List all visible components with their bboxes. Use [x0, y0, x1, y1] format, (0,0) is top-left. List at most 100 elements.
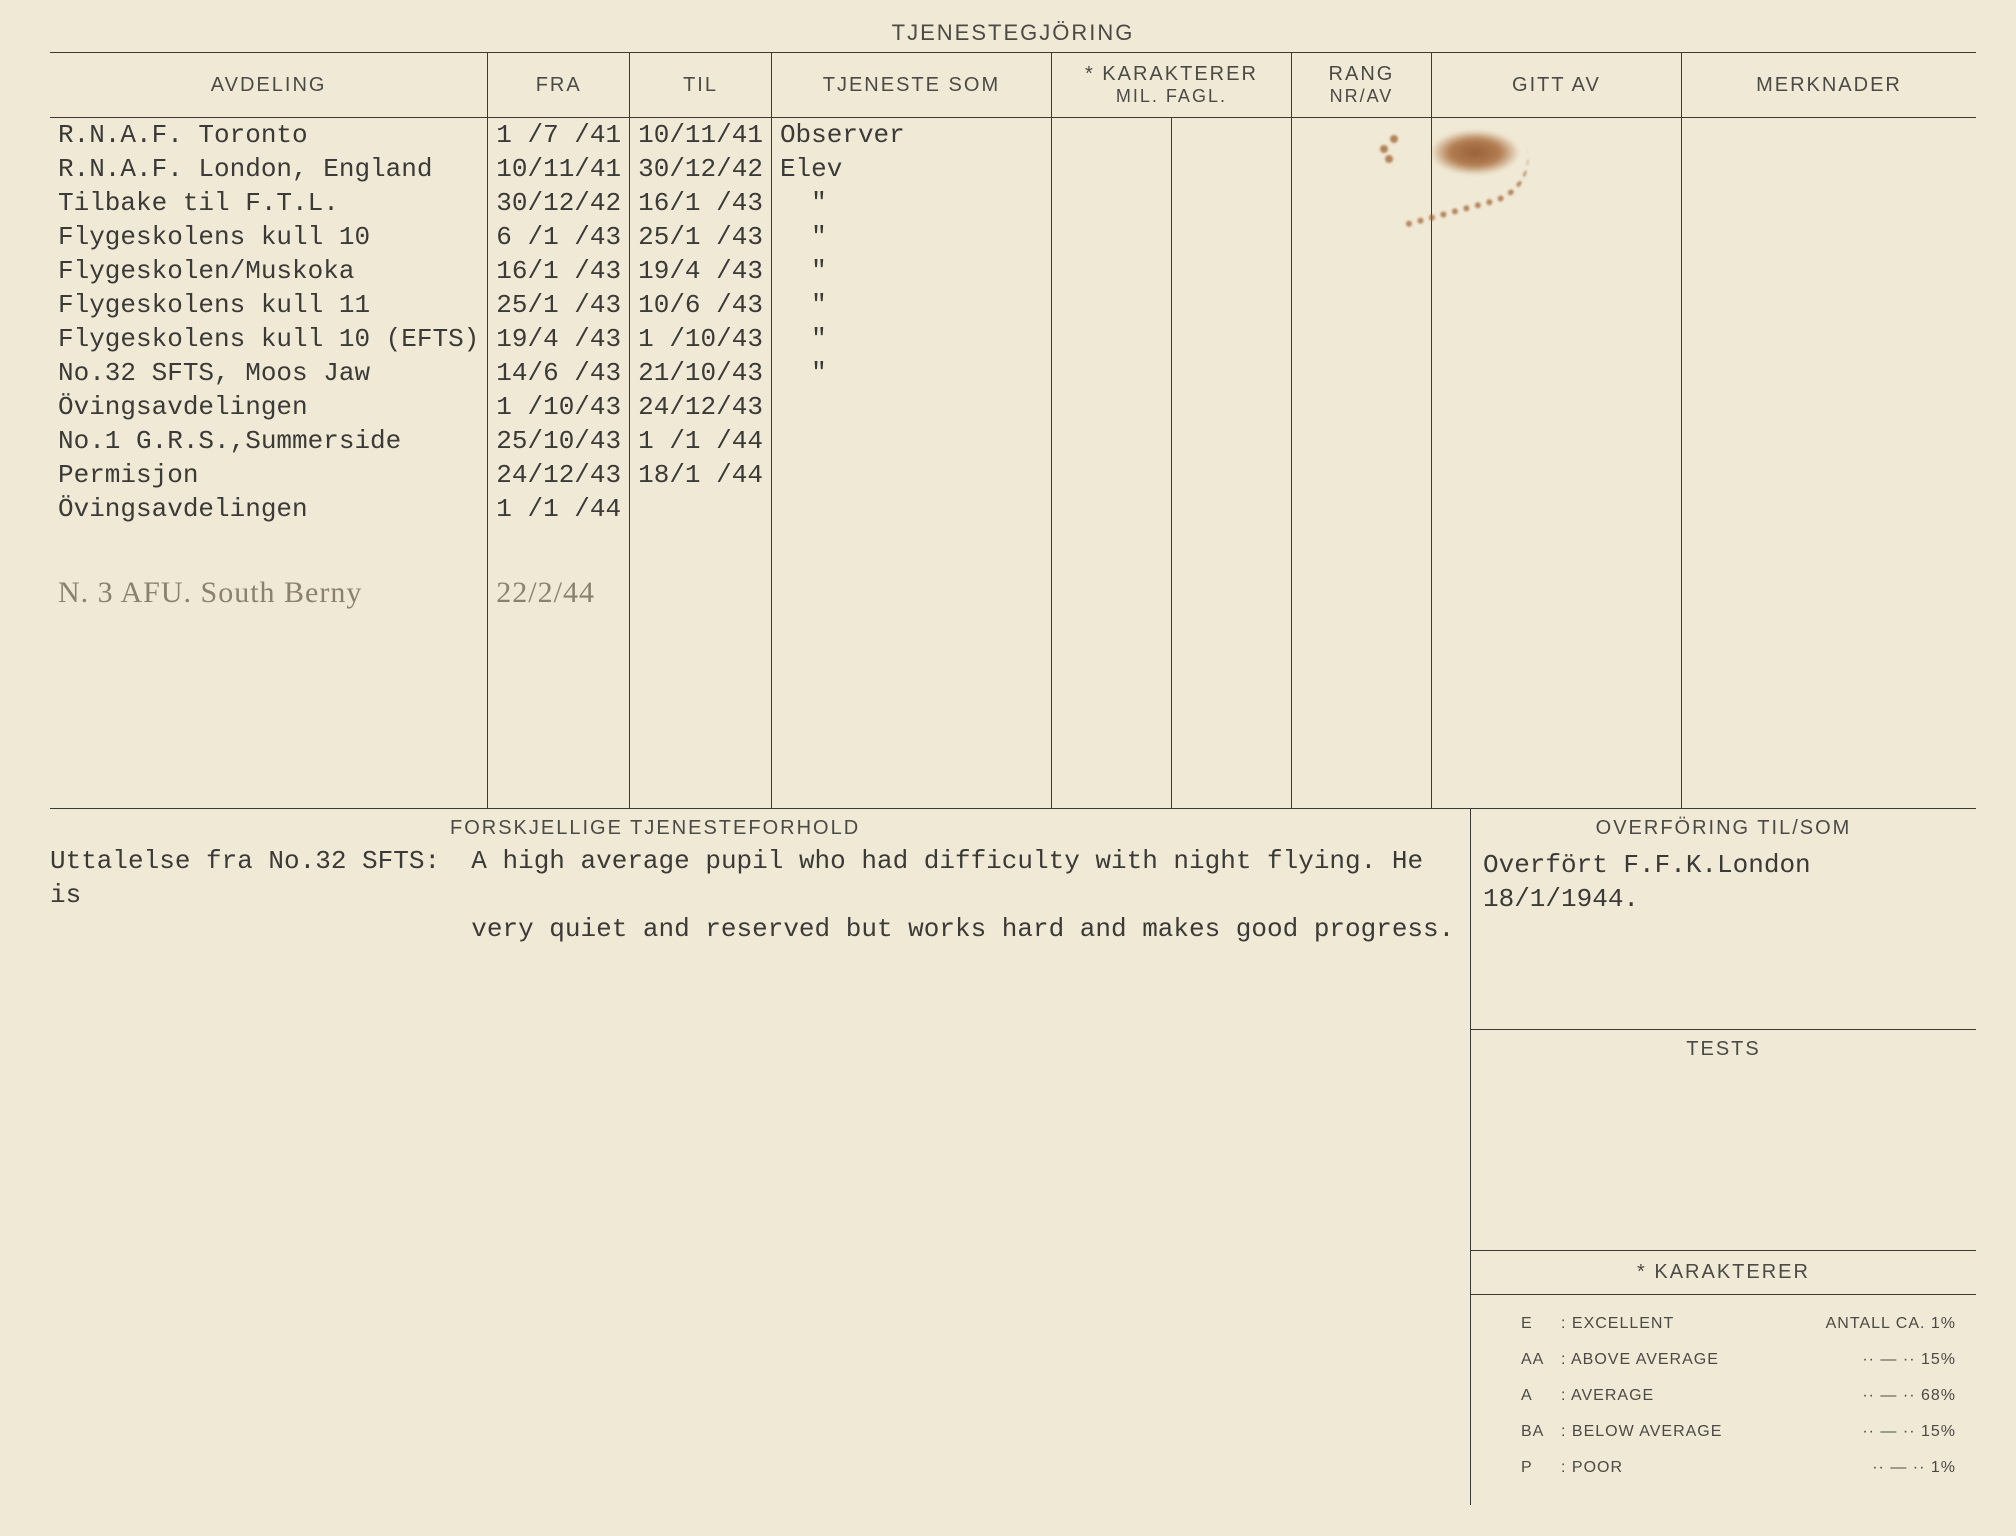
row-til: 10/11/41 [638, 118, 763, 152]
tests-section: TESTS [1471, 1030, 1976, 1251]
legend-pct: ·· — ·· 15% [1806, 1423, 1956, 1441]
row-fra: 25/1 /43 [496, 288, 621, 322]
service-table: AVDELING FRA TIL TJENESTE SOM * KARAKTER… [50, 52, 1976, 808]
row-fra: 1 /1 /44 [496, 492, 621, 526]
legend-desc: : BELOW AVERAGE [1561, 1423, 1806, 1441]
legend-code: E [1521, 1315, 1561, 1333]
col-fra: FRA [488, 53, 630, 118]
row-til: 24/12/43 [638, 390, 763, 424]
cell-tjeneste: ObserverElev " " " " " " [771, 118, 1051, 809]
row-avdeling: Tilbake til F.T.L. [58, 186, 479, 220]
row-avdeling: Flygeskolens kull 10 [58, 220, 479, 254]
row-fra: 19/4 /43 [496, 322, 621, 356]
row-avdeling: Övingsavdelingen [58, 492, 479, 526]
cell-fra: 1 /7 /4110/11/4130/12/426 /1 /4316/1 /43… [488, 118, 630, 809]
cell-rang [1291, 118, 1431, 809]
row-avdeling: Flygeskolens kull 11 [58, 288, 479, 322]
col-karakterer-sub: MIL. FAGL. [1058, 86, 1285, 107]
row-tjeneste: " [780, 288, 1043, 322]
col-merknader: MERKNADER [1681, 53, 1976, 118]
tests-heading: TESTS [1471, 1030, 1976, 1065]
cell-gitt [1431, 118, 1681, 809]
row-tjeneste: " [780, 356, 1043, 390]
service-record-card: TJENESTEGJÖRING AVDELING FRA TIL TJENEST… [0, 0, 2016, 1536]
col-gitt: GITT AV [1431, 53, 1681, 118]
forskjellige-section: FORSKJELLIGE TJENESTEFORHOLD Uttalelse f… [50, 809, 1470, 1505]
legend-pct: ·· — ·· 68% [1806, 1387, 1956, 1405]
karakterer-legend: E: EXCELLENTANTALL CA. 1% AA: ABOVE AVERA… [1471, 1295, 1976, 1505]
row-fra: 24/12/43 [496, 458, 621, 492]
cell-fagl [1171, 118, 1291, 809]
row-tjeneste: " [780, 220, 1043, 254]
legend-row: A: AVERAGE·· — ·· 68% [1521, 1387, 1956, 1405]
row-avdeling: Flygeskolens kull 10 (EFTS) [58, 322, 479, 356]
col-karakterer-top: * KARAKTERER [1085, 63, 1258, 85]
legend-desc: : POOR [1561, 1459, 1806, 1477]
col-tjeneste: TJENESTE SOM [771, 53, 1051, 118]
document-title: TJENESTEGJÖRING [50, 20, 1976, 46]
legend-code: P [1521, 1459, 1561, 1477]
row-til: 10/6 /43 [638, 288, 763, 322]
legend-pct: ·· — ·· 15% [1806, 1351, 1956, 1369]
legend-code: AA [1521, 1351, 1561, 1369]
legend-desc: : EXCELLENT [1561, 1315, 1806, 1333]
row-til: 18/1 /44 [638, 458, 763, 492]
row-fra: 10/11/41 [496, 152, 621, 186]
uttalelse-label: Uttalelse fra No.32 SFTS: [50, 846, 440, 876]
row-avdeling: No.1 G.R.S.,Summerside [58, 424, 479, 458]
row-til: 1 /10/43 [638, 322, 763, 356]
legend-row: BA: BELOW AVERAGE·· — ·· 15% [1521, 1423, 1956, 1441]
row-til: 16/1 /43 [638, 186, 763, 220]
row-fra: 1 /10/43 [496, 390, 621, 424]
karakterer-heading: * KARAKTERER [1471, 1251, 1976, 1295]
overforing-heading: OVERFÖRING TIL/SOM [1471, 809, 1976, 844]
legend-code: BA [1521, 1423, 1561, 1441]
row-fra: 14/6 /43 [496, 356, 621, 390]
row-tjeneste: " [780, 254, 1043, 288]
col-karakterer: * KARAKTERER MIL. FAGL. [1051, 53, 1291, 118]
forskjellige-body: Uttalelse fra No.32 SFTS: A high average… [50, 844, 1470, 946]
legend-desc: : ABOVE AVERAGE [1561, 1351, 1806, 1369]
handwritten-date: 22/2/44 [496, 576, 621, 610]
row-avdeling: R.N.A.F. Toronto [58, 118, 479, 152]
row-avdeling: R.N.A.F. London, England [58, 152, 479, 186]
row-tjeneste: Observer [780, 118, 1043, 152]
row-fra: 30/12/42 [496, 186, 621, 220]
row-fra: 6 /1 /43 [496, 220, 621, 254]
cell-mil [1051, 118, 1171, 809]
forskjellige-heading: FORSKJELLIGE TJENESTEFORHOLD [50, 809, 1470, 844]
col-rang-sub: NR/AV [1298, 86, 1425, 107]
col-rang: RANG NR/AV [1291, 53, 1431, 118]
col-avdeling: AVDELING [50, 53, 488, 118]
overforing-text: Overfört F.F.K.London 18/1/1944. [1471, 844, 1976, 920]
legend-pct: ·· — ·· 1% [1806, 1459, 1956, 1477]
karakterer-section: * KARAKTERER E: EXCELLENTANTALL CA. 1%AA… [1471, 1251, 1976, 1505]
row-fra: 25/10/43 [496, 424, 621, 458]
row-til: 30/12/42 [638, 152, 763, 186]
row-avdeling: Permisjon [58, 458, 479, 492]
legend-pct: ANTALL CA. 1% [1806, 1315, 1956, 1333]
row-avdeling: No.32 SFTS, Moos Jaw [58, 356, 479, 390]
lower-sections: FORSKJELLIGE TJENESTEFORHOLD Uttalelse f… [50, 808, 1976, 1505]
legend-row: E: EXCELLENTANTALL CA. 1% [1521, 1315, 1956, 1333]
row-fra: 1 /7 /41 [496, 118, 621, 152]
row-til: 21/10/43 [638, 356, 763, 390]
row-avdeling: Flygeskolen/Muskoka [58, 254, 479, 288]
legend-row: P: POOR·· — ·· 1% [1521, 1459, 1956, 1477]
col-til: TIL [630, 53, 772, 118]
cell-til: 10/11/4130/12/4216/1 /4325/1 /4319/4 /43… [630, 118, 772, 809]
row-til: 25/1 /43 [638, 220, 763, 254]
row-tjeneste: " [780, 186, 1043, 220]
legend-row: AA: ABOVE AVERAGE·· — ·· 15% [1521, 1351, 1956, 1369]
handwritten-note: N. 3 AFU. South Berny [58, 576, 479, 610]
col-rang-top: RANG [1329, 63, 1395, 85]
row-til: 19/4 /43 [638, 254, 763, 288]
row-tjeneste: " [780, 322, 1043, 356]
row-fra: 16/1 /43 [496, 254, 621, 288]
row-tjeneste: Elev [780, 152, 1043, 186]
legend-code: A [1521, 1387, 1561, 1405]
legend-desc: : AVERAGE [1561, 1387, 1806, 1405]
row-til: 1 /1 /44 [638, 424, 763, 458]
right-panels: OVERFÖRING TIL/SOM Overfört F.F.K.London… [1470, 809, 1976, 1505]
cell-avdeling: R.N.A.F. TorontoR.N.A.F. London, England… [50, 118, 488, 809]
